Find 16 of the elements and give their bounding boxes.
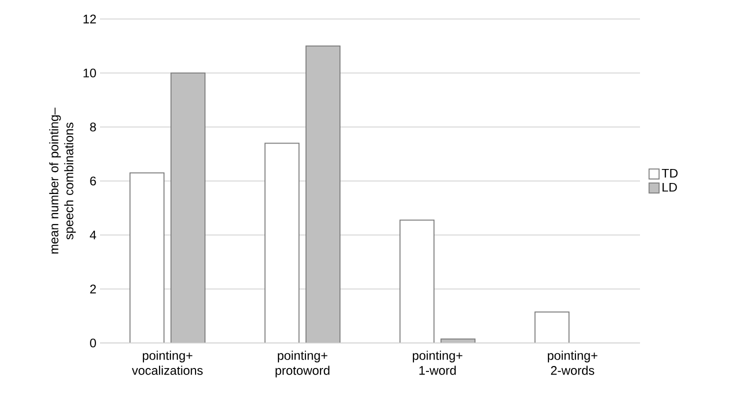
- y-tick-label: 10: [84, 68, 96, 78]
- legend-label: LD: [662, 182, 677, 192]
- bar: [306, 45, 341, 343]
- text: TD: [662, 168, 678, 178]
- x-tick-label: pointing+ 1-word: [412, 350, 462, 375]
- x-tick-label: pointing+ protoword: [276, 350, 330, 378]
- y-tick-label: 4: [90, 230, 96, 240]
- y-tick-label: 2: [90, 284, 96, 294]
- x-tick-label: pointing+ 2-words: [548, 350, 598, 375]
- y-tick-label: 12: [84, 14, 96, 24]
- y-tick-label: 0: [90, 338, 96, 348]
- bar: [170, 72, 206, 343]
- y-axis-title: mean number of pointing–speech combinations: [49, 108, 76, 254]
- y-tick-label: 6: [90, 176, 96, 186]
- y-tick-label: 8: [90, 122, 96, 132]
- x-tick-label: pointing+ vocalizations: [132, 350, 203, 375]
